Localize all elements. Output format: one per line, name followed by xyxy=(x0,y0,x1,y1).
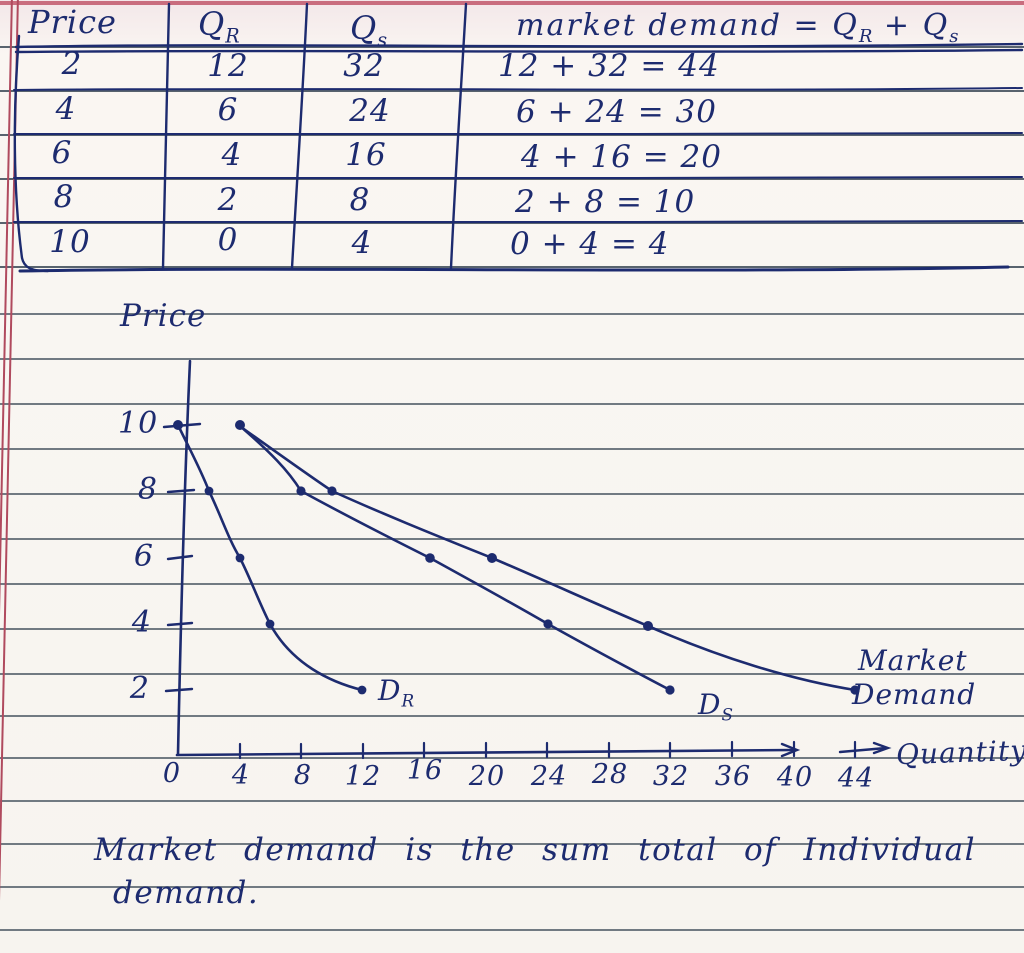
ruled-line xyxy=(0,358,1024,360)
ruled-line xyxy=(0,313,1024,315)
dr-curve-label: DR xyxy=(378,674,415,711)
cell-price-2: 6 xyxy=(51,135,73,171)
x-ticks xyxy=(238,740,857,760)
table-header-qs: Qs xyxy=(350,9,388,52)
ruled-line xyxy=(0,628,1024,630)
cell-price-1: 4 xyxy=(55,91,77,127)
ruled-line xyxy=(0,493,1024,495)
ruled-line xyxy=(0,715,1024,717)
y-tick-8 xyxy=(166,488,196,494)
y-tick-label-2: 2 xyxy=(129,671,150,706)
note-line-1: Market demand is the sum total of Indivi… xyxy=(94,832,977,868)
y-tick-2 xyxy=(164,687,194,693)
table-row-sep-3 xyxy=(13,176,1023,180)
note-line-2: demand. xyxy=(113,875,260,911)
x-axis-arrowhead-2 xyxy=(872,741,892,755)
data-points xyxy=(173,420,860,695)
ruled-line xyxy=(0,90,1024,92)
y-tick-label-6: 6 xyxy=(133,539,154,574)
table-left-border xyxy=(13,34,50,273)
table-header-underline-2 xyxy=(14,48,1024,54)
x-tick-label-8: 8 xyxy=(293,760,313,791)
cell-sum-2: 4 + 16 = 20 xyxy=(521,139,722,175)
x-tick-label-24: 24 xyxy=(530,761,568,792)
table-row-sep-2 xyxy=(13,132,1023,136)
ds-curve xyxy=(238,424,672,692)
cell-qs-3: 8 xyxy=(349,182,371,218)
x-axis-arrow-2 xyxy=(838,746,888,754)
table-divider-3 xyxy=(449,2,468,270)
cell-price-0: 2 xyxy=(61,46,83,82)
table-header-market-demand: market demand = QR + Qs xyxy=(516,8,959,47)
table-header-underline-1 xyxy=(14,42,1024,49)
ruled-line xyxy=(0,800,1024,802)
ruled-line xyxy=(0,403,1024,405)
table-header-qr: QR xyxy=(198,5,240,48)
cell-sum-4: 0 + 4 = 4 xyxy=(510,226,670,262)
market-demand-curve xyxy=(239,425,857,692)
table-header-price: Price xyxy=(28,3,117,41)
x-tick-label-0: 0 xyxy=(162,758,182,789)
cell-price-4: 10 xyxy=(49,224,91,260)
cell-qr-1: 6 xyxy=(217,92,239,128)
market-demand-label-line2: Demand xyxy=(852,678,977,711)
table-row-sep-4 xyxy=(13,220,1023,224)
cell-qs-2: 16 xyxy=(345,137,387,173)
ruled-line xyxy=(0,929,1024,931)
table-divider-1 xyxy=(161,2,171,270)
cell-qs-4: 4 xyxy=(351,225,373,261)
x-axis xyxy=(175,748,795,757)
y-axis xyxy=(176,359,192,756)
cell-qr-0: 12 xyxy=(207,48,249,84)
x-tick-label-32: 32 xyxy=(652,761,690,792)
y-axis-label: Price xyxy=(120,298,207,334)
market-demand-label-line1: Market xyxy=(858,644,968,677)
ruled-line xyxy=(0,538,1024,540)
ruled-line xyxy=(0,673,1024,675)
y-tick-label-4: 4 xyxy=(131,605,152,640)
ds-curve-label: DS xyxy=(698,688,733,725)
cell-qr-4: 0 xyxy=(217,222,239,258)
y-tick-label-10: 10 xyxy=(118,406,159,441)
y-tick-4 xyxy=(166,621,194,627)
x-tick-label-20: 20 xyxy=(468,761,506,792)
cell-sum-1: 6 + 24 = 30 xyxy=(516,94,717,130)
cell-qr-3: 2 xyxy=(217,182,239,218)
cell-sum-0: 12 + 32 = 44 xyxy=(498,48,720,84)
ruled-line xyxy=(0,843,1024,845)
ruled-line xyxy=(0,266,1024,268)
ruled-line xyxy=(0,448,1024,450)
x-tick-label-4: 4 xyxy=(231,760,251,791)
ruled-line xyxy=(0,757,1024,759)
table-divider-2 xyxy=(290,2,309,270)
y-tick-6 xyxy=(166,554,194,561)
x-tick-label-28: 28 xyxy=(591,759,629,790)
top-margin-line xyxy=(0,1,1024,5)
cell-qs-1: 24 xyxy=(349,93,391,129)
ruled-line xyxy=(0,583,1024,585)
x-tick-label-36: 36 xyxy=(714,761,752,792)
x-axis-arrowhead xyxy=(780,742,801,758)
cell-qr-2: 4 xyxy=(221,137,243,173)
cell-price-3: 8 xyxy=(53,179,75,215)
ruled-line xyxy=(0,886,1024,888)
table-row-sep-1 xyxy=(13,87,1023,91)
cell-qs-0: 32 xyxy=(343,48,385,84)
y-tick-label-8: 8 xyxy=(137,472,158,507)
cell-sum-3: 2 + 8 = 10 xyxy=(515,184,696,220)
dr-curve xyxy=(176,423,364,692)
table-bottom-border xyxy=(18,265,1010,273)
x-tick-label-16: 16 xyxy=(406,755,444,786)
x-axis-label: Quantity xyxy=(895,733,1024,772)
x-tick-label-12: 12 xyxy=(344,761,382,792)
x-tick-label-40: 40 xyxy=(776,762,814,793)
x-tick-label-44: 44 xyxy=(837,763,875,794)
